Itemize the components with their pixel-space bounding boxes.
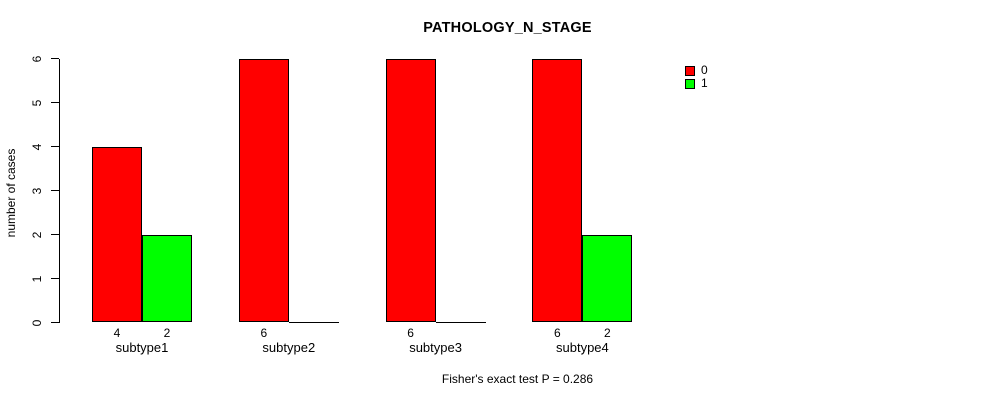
bar-subtype4-series-1 [582, 234, 633, 323]
y-tick-mark [51, 190, 59, 192]
bar-subtype1-series-1 [142, 234, 192, 323]
legend-item-1: 1 [685, 77, 708, 90]
stat-test-caption: Fisher's exact test P = 0.286 [441, 372, 594, 386]
y-tick-mark [51, 322, 59, 323]
zero-bar-subtype2-series-1 [288, 321, 339, 323]
y-tick-mark [51, 58, 59, 60]
category-label-subtype4: subtype4 [556, 340, 609, 355]
legend-swatch-red [685, 65, 695, 76]
y-tick-label: 4 [29, 143, 44, 151]
legend: 0 1 [685, 64, 708, 90]
legend-item-0: 0 [685, 64, 708, 77]
y-tick-mark [51, 146, 59, 148]
y-tick-label: 2 [29, 231, 44, 238]
y-axis-line [59, 58, 60, 324]
bar-subtype1-series-0 [92, 146, 142, 323]
bar-count-label: 6 [260, 326, 268, 340]
legend-label-0: 0 [701, 63, 708, 77]
category-label-subtype2: subtype2 [262, 340, 316, 355]
zero-bar-subtype3-series-1 [435, 321, 486, 323]
bar-subtype2-series-0 [238, 58, 289, 323]
legend-label-1: 1 [701, 76, 708, 90]
category-label-subtype3: subtype3 [409, 340, 462, 355]
y-tick-mark [51, 278, 59, 280]
y-tick-label: 1 [29, 275, 44, 282]
y-tick-label: 6 [29, 55, 44, 63]
y-tick-mark [51, 234, 59, 236]
bar-count-label: 2 [163, 326, 171, 340]
bar-count-label: 6 [407, 326, 414, 340]
y-tick-label: 5 [29, 99, 44, 107]
y-tick-label: 3 [29, 187, 44, 195]
bar-subtype3-series-0 [385, 58, 436, 323]
y-tick-mark [51, 102, 59, 104]
bar-count-label: 4 [113, 326, 121, 340]
chart-title: PATHOLOGY_N_STAGE [423, 20, 592, 36]
bar-count-label: 6 [554, 326, 561, 340]
y-tick-label: 0 [29, 319, 44, 326]
bar-subtype4-series-0 [532, 58, 583, 323]
legend-swatch-green [685, 78, 695, 89]
bar-count-label: 2 [604, 326, 611, 340]
category-label-subtype1: subtype1 [115, 340, 169, 355]
